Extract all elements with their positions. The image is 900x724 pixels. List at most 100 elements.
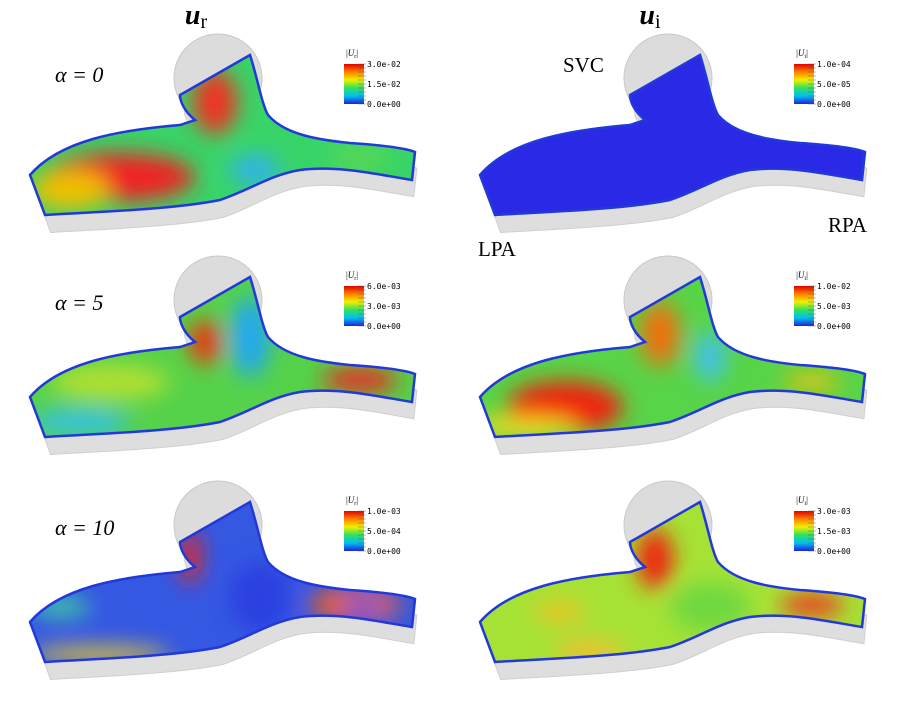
vessel-field — [480, 277, 865, 437]
colorbar-tick-label: 0.0e+00 — [367, 100, 401, 109]
vessel-field — [30, 55, 415, 215]
colorbar-tick-label: 6.0e-03 — [367, 282, 401, 291]
vessel-label: RPA — [828, 213, 868, 237]
symbol: u — [185, 0, 201, 31]
bar: | — [806, 270, 808, 280]
colorbar — [344, 286, 364, 326]
field-spot — [230, 155, 280, 185]
colorbar-tick-label: 5.0e-04 — [367, 527, 401, 536]
subscript: r — [354, 276, 356, 282]
symbol: U — [348, 495, 355, 505]
bar: | — [346, 495, 348, 505]
colorbar-tick-label: 0.0e+00 — [817, 322, 851, 331]
vessel-label: SVC — [563, 53, 604, 77]
field-spot — [30, 410, 130, 434]
subscript: i — [655, 11, 661, 33]
field-spot — [50, 364, 170, 400]
colorbar-tick-label: 5.0e-05 — [817, 80, 851, 89]
field-spot — [695, 332, 725, 382]
panel: |Ui|1.0e-025.0e-030.0e+00 — [478, 255, 868, 456]
column-header: ui — [639, 0, 661, 33]
symbol: u — [639, 0, 655, 31]
colorbar-tick-label: 0.0e+00 — [817, 100, 851, 109]
colorbar — [794, 64, 814, 104]
colorbar-tick-label: 0.0e+00 — [367, 322, 401, 331]
vessel-field — [30, 502, 415, 662]
field-spot — [640, 302, 680, 366]
bar: | — [346, 48, 348, 58]
vessel-label: LPA — [478, 237, 517, 261]
colorbar-tick-label: 1.0e-04 — [817, 60, 851, 69]
colorbar-tick-label: 1.0e-02 — [817, 282, 851, 291]
colorbar-title: |Ui| — [796, 48, 808, 60]
colorbar-tick-label: 5.0e-03 — [817, 302, 851, 311]
colorbar-title: |Ur| — [346, 270, 358, 282]
row-label: α = 0 — [55, 62, 103, 87]
vessel-field — [30, 277, 415, 437]
bar: | — [346, 270, 348, 280]
panel: α = 10|Ur|1.0e-035.0e-040.0e+00 — [28, 480, 418, 681]
bar: | — [796, 48, 798, 58]
subscript: r — [354, 501, 356, 507]
field-spot — [193, 70, 237, 134]
field-spot — [30, 170, 110, 210]
symbol: U — [798, 495, 805, 505]
bar: | — [796, 270, 798, 280]
colorbar-tick-label: 0.0e+00 — [367, 547, 401, 556]
field-spot — [230, 562, 290, 632]
panel: α = 5|Ur|6.0e-033.0e-030.0e+00 — [28, 255, 418, 456]
bar: | — [796, 495, 798, 505]
bar: | — [356, 48, 358, 58]
colorbar — [794, 511, 814, 551]
field-spot — [670, 582, 750, 632]
colorbar-title: |Ur| — [346, 48, 358, 60]
colorbar — [344, 64, 364, 104]
colorbar-tick-label: 0.0e+00 — [817, 547, 851, 556]
subscript: r — [200, 11, 207, 33]
symbol: U — [348, 48, 355, 58]
symbol: U — [798, 48, 805, 58]
panel: |Ui|3.0e-031.5e-030.0e+00 — [478, 480, 868, 681]
colorbar-tick-label: 1.5e-03 — [817, 527, 851, 536]
colorbar-title: |Ui| — [796, 270, 808, 282]
colorbar-title: |Ui| — [796, 495, 808, 507]
symbol: U — [798, 270, 805, 280]
colorbar-tick-label: 1.0e-03 — [367, 507, 401, 516]
field — [535, 529, 844, 662]
panel: |Ui|1.0e-045.0e-050.0e+00 — [478, 33, 868, 234]
vessel-field — [480, 502, 865, 662]
field-spot — [780, 594, 844, 616]
field — [30, 297, 398, 434]
field-spot — [230, 297, 270, 377]
column-header: ur — [185, 0, 208, 33]
colorbar — [344, 511, 364, 551]
row-label: α = 5 — [55, 290, 103, 315]
subscript: i — [804, 276, 806, 282]
field-spot — [330, 148, 390, 168]
symbol: U — [348, 270, 355, 280]
field-spot — [322, 368, 398, 392]
subscript: i — [804, 501, 806, 507]
panel: α = 0|Ur|3.0e-021.5e-020.0e+00 — [28, 33, 418, 234]
bar: | — [806, 495, 808, 505]
colorbar-tick-label: 3.0e-03 — [817, 507, 851, 516]
field-spot — [189, 320, 221, 364]
subscript: r — [354, 54, 356, 60]
field-spot — [637, 529, 673, 589]
colorbar-title: |Ur| — [346, 495, 358, 507]
field-spot — [535, 602, 585, 622]
bar: | — [356, 495, 358, 505]
row-label: α = 10 — [55, 515, 114, 540]
field-spot — [784, 373, 840, 391]
colorbar-tick-label: 3.0e-02 — [367, 60, 401, 69]
colorbar — [794, 286, 814, 326]
colorbar-tick-label: 3.0e-03 — [367, 302, 401, 311]
field — [30, 531, 400, 662]
bar: | — [806, 48, 808, 58]
field-spot — [340, 599, 384, 615]
bar: | — [356, 270, 358, 280]
field — [480, 302, 840, 437]
subscript: i — [804, 54, 806, 60]
field — [30, 70, 390, 210]
